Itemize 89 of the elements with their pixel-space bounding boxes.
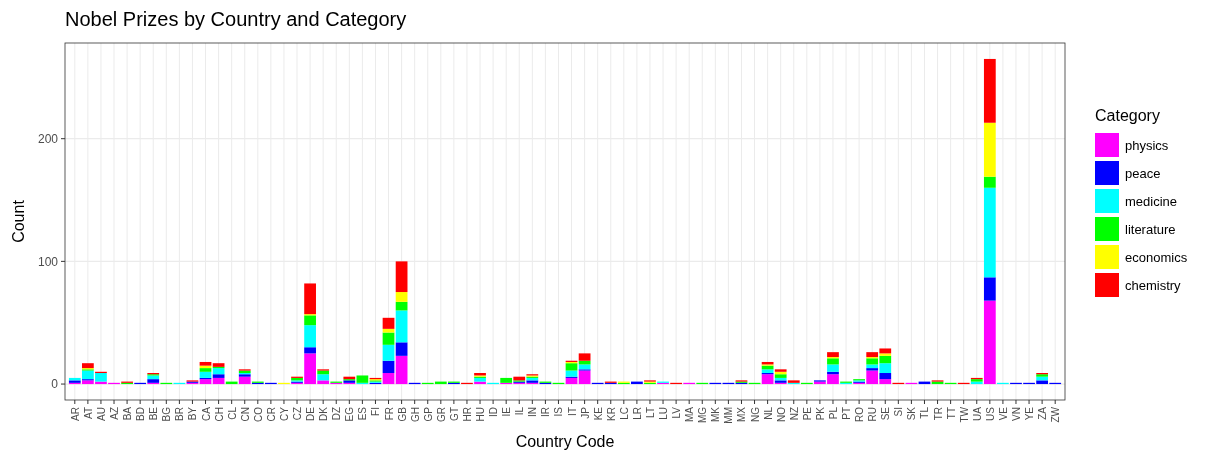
x-tick-label: GH: [409, 407, 421, 422]
x-tick-label: BD: [135, 407, 147, 421]
x-tick-label: HU: [475, 407, 487, 422]
x-tick-label: NG: [749, 406, 761, 422]
x-tick-label: MG: [697, 406, 709, 424]
x-tick-label: GR: [435, 407, 447, 422]
x-tick-label: IE: [501, 406, 513, 417]
legend-label: physics: [1125, 137, 1169, 153]
x-tick-label: IS: [553, 406, 565, 417]
legend-label: chemistry: [1125, 277, 1182, 293]
legend-label: economics: [1125, 249, 1188, 265]
x-tick-label: TL: [919, 406, 931, 419]
x-tick-label: MA: [684, 406, 696, 422]
x-tick-label: LU: [658, 407, 670, 420]
legend-label: literature: [1125, 221, 1176, 237]
x-tick-label: CN: [239, 407, 251, 422]
x-tick-label: NL: [762, 406, 774, 420]
x-tick-label: LT: [644, 407, 656, 418]
x-tick-label: KE: [592, 406, 604, 421]
x-tick-label: CZ: [292, 407, 304, 421]
x-tick-label: HR: [461, 407, 473, 422]
x-tick-label: PK: [814, 406, 826, 421]
chart-title: Nobel Prizes by Country and Category: [65, 8, 407, 30]
x-tick-label: CL: [226, 406, 238, 420]
x-tick-label: BR: [174, 407, 186, 421]
x-tick-label: MK: [710, 406, 722, 422]
legend-title: Category: [1095, 107, 1160, 124]
x-tick-label: IT: [566, 407, 578, 416]
x-tick-label: GP: [422, 406, 434, 422]
x-tick-label: IN: [527, 407, 539, 417]
x-tick-label: ES: [357, 406, 369, 421]
x-tick-label: BE: [148, 406, 160, 421]
y-axis-title: Count: [10, 199, 27, 243]
x-tick-label: TR: [932, 407, 944, 421]
x-tick-label: GB: [396, 406, 408, 422]
x-tick-label: NZ: [788, 407, 800, 421]
x-tick-label: AU: [95, 407, 107, 421]
x-tick-label: VN: [1010, 407, 1022, 421]
x-tick-label: CY: [278, 406, 290, 421]
x-tick-label: YE: [1024, 406, 1036, 421]
x-tick-label: CA: [200, 406, 212, 421]
x-tick-label: GT: [448, 407, 460, 421]
x-tick-label: DZ: [331, 407, 343, 421]
x-tick-label: DK: [318, 406, 330, 421]
x-tick-label: EG: [344, 406, 356, 422]
x-tick-label: RO: [854, 406, 866, 422]
x-tick-label: CO: [252, 406, 264, 422]
x-tick-label: JP: [579, 406, 591, 419]
x-tick-label: ID: [488, 407, 500, 417]
x-tick-label: BY: [187, 406, 199, 421]
x-tick-label: LV: [671, 406, 683, 419]
x-tick-label: TW: [958, 406, 970, 423]
x-tick-label: BA: [122, 406, 134, 421]
x-tick-label: BG: [161, 406, 173, 422]
x-tick-label: MM: [723, 407, 735, 424]
legend-label: peace: [1125, 165, 1161, 181]
x-tick-label: PT: [841, 407, 853, 420]
x-tick-label: CH: [213, 407, 225, 422]
x-tick-label: PL: [827, 406, 839, 420]
x-tick-label: LR: [631, 407, 643, 420]
x-tick-label: FR: [383, 407, 395, 421]
x-tick-label: SK: [906, 406, 918, 421]
x-tick-label: SE: [880, 406, 892, 421]
x-tick-label: NO: [775, 406, 787, 422]
x-tick-label: RU: [867, 407, 879, 422]
x-tick-label: AR: [69, 407, 81, 421]
y-tick-label: 200: [37, 131, 59, 146]
x-tick-label: KR: [605, 407, 617, 421]
x-tick-label: ZW: [1050, 406, 1062, 423]
x-tick-label: CR: [265, 407, 277, 422]
x-tick-label: ZA: [1037, 406, 1049, 420]
x-axis-title: Country Code: [515, 433, 615, 450]
x-tick-label: VE: [997, 406, 1009, 421]
x-tick-label: FI: [370, 407, 382, 416]
x-tick-label: MX: [736, 406, 748, 422]
x-tick-label: IR: [540, 407, 552, 417]
y-tick-label: 100: [37, 254, 59, 269]
x-tick-label: SI: [893, 407, 905, 417]
x-tick-label: AT: [82, 407, 94, 420]
x-tick-label: TT: [945, 407, 957, 420]
x-tick-label: US: [984, 406, 996, 421]
x-tick-label: UA: [971, 406, 983, 421]
x-tick-label: LC: [618, 407, 630, 420]
x-tick-label: IL: [514, 406, 526, 416]
legend-label: medicine: [1125, 193, 1178, 209]
y-tick-label: 0: [51, 377, 59, 392]
x-tick-label: AZ: [109, 407, 121, 420]
x-tick-label: PE: [801, 406, 813, 421]
x-tick-label: DE: [305, 406, 317, 421]
